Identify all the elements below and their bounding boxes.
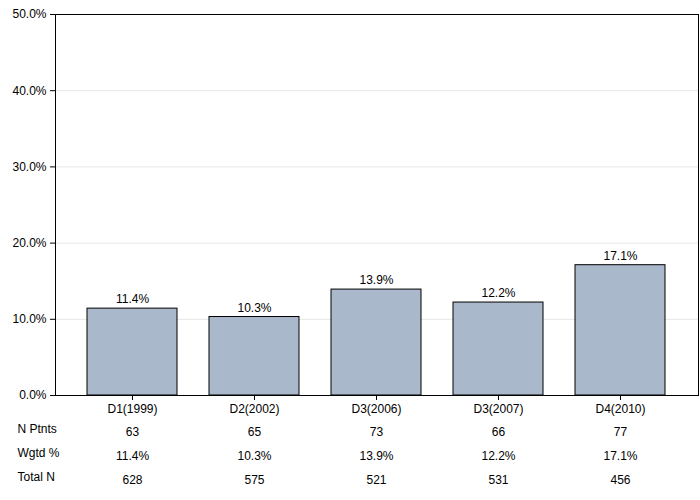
svg-text:D3(2007): D3(2007): [473, 402, 523, 416]
svg-text:73: 73: [370, 425, 384, 439]
svg-text:63: 63: [126, 425, 140, 439]
svg-text:10.3%: 10.3%: [237, 301, 271, 315]
svg-text:66: 66: [492, 425, 506, 439]
svg-text:10.3%: 10.3%: [237, 449, 271, 463]
svg-text:D2(2002): D2(2002): [229, 402, 279, 416]
svg-text:30.0%: 30.0%: [12, 160, 46, 174]
svg-text:65: 65: [248, 425, 262, 439]
svg-text:12.2%: 12.2%: [481, 449, 515, 463]
svg-text:0.0%: 0.0%: [19, 388, 47, 402]
svg-text:575: 575: [244, 473, 264, 487]
svg-text:D1(1999): D1(1999): [107, 402, 157, 416]
svg-text:17.1%: 17.1%: [603, 249, 637, 263]
svg-text:50.0%: 50.0%: [12, 7, 46, 21]
svg-text:628: 628: [122, 473, 142, 487]
svg-text:13.9%: 13.9%: [359, 449, 393, 463]
svg-text:N Ptnts: N Ptnts: [18, 422, 57, 436]
svg-text:456: 456: [610, 473, 630, 487]
svg-text:77: 77: [614, 425, 628, 439]
svg-text:13.9%: 13.9%: [359, 273, 393, 287]
svg-text:20.0%: 20.0%: [12, 236, 46, 250]
svg-text:12.2%: 12.2%: [481, 286, 515, 300]
svg-text:D4(2010): D4(2010): [595, 402, 645, 416]
svg-text:11.4%: 11.4%: [116, 292, 149, 306]
svg-text:10.0%: 10.0%: [12, 312, 46, 326]
svg-text:531: 531: [488, 473, 508, 487]
svg-text:40.0%: 40.0%: [12, 84, 46, 98]
svg-text:11.4%: 11.4%: [116, 449, 149, 463]
svg-text:D3(2006): D3(2006): [351, 402, 401, 416]
svg-text:Wgtd %: Wgtd %: [18, 446, 60, 460]
svg-text:17.1%: 17.1%: [603, 449, 637, 463]
svg-text:521: 521: [366, 473, 386, 487]
svg-text:Total N: Total N: [18, 470, 55, 484]
